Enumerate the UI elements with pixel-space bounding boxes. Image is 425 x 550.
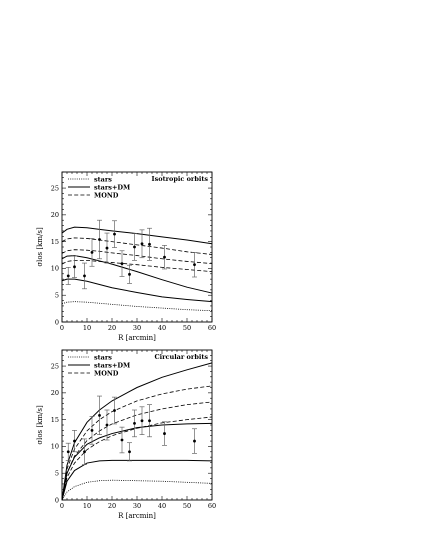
chart-panel-2: 0 10 20 30 40 50 60 0 5 10 15 20 25 R [arcmin] σlos [k… [36, 349, 216, 520]
x-axis-label: R [arcmin] [118, 334, 156, 342]
data-point [66, 274, 70, 278]
x-tick-label: 10 [83, 324, 91, 332]
legend-label: stars [94, 175, 112, 183]
data-point [163, 432, 166, 435]
series-line-mond [61, 249, 213, 265]
data-point [83, 450, 86, 454]
y-tick-label: 0 [55, 496, 59, 504]
data-point [73, 439, 76, 443]
legend-label: MOND [94, 191, 119, 199]
x-tick-label: 50 [183, 502, 191, 510]
series-line-stars [61, 301, 213, 312]
data-point [113, 409, 116, 412]
chart-title: Circular orbits [154, 353, 208, 361]
data-point [133, 421, 136, 425]
legend-label: stars [94, 353, 112, 361]
series-line-mond [61, 401, 213, 501]
data-point [163, 255, 166, 259]
chart-panel-1: 0 10 20 30 40 50 60 0 5 10 15 20 25 R [arcmin] σlos [k… [36, 171, 216, 342]
series-line-stars-dm [61, 255, 213, 294]
y-tick-label: 25 [51, 362, 59, 370]
series-line-mond [61, 259, 213, 273]
x-tick-label: 10 [83, 502, 91, 510]
data-point [120, 438, 124, 442]
x-tick-label: 20 [108, 502, 116, 510]
data-point [128, 450, 131, 454]
data-point [140, 242, 144, 246]
data-point [90, 250, 94, 254]
y-tick-label: 5 [55, 292, 59, 300]
series-line-stars [61, 479, 213, 501]
data-point [133, 245, 136, 249]
x-tick-label: 50 [183, 324, 191, 332]
x-tick-label: 30 [133, 324, 141, 332]
legend-label: stars+DM [94, 183, 130, 191]
series-line-stars-dm [61, 278, 213, 303]
y-axis-label: σlos [km/s] [36, 227, 44, 267]
y-tick-label: 10 [51, 443, 59, 451]
x-tick-label: 40 [158, 502, 166, 510]
y-tick-label: 20 [51, 211, 59, 219]
data-point [66, 450, 70, 454]
data-point [105, 423, 109, 427]
data-point [128, 272, 131, 276]
series-line-stars-dm [61, 226, 213, 245]
series-line-mond [61, 237, 213, 255]
data-point [90, 428, 94, 432]
data-point [113, 232, 116, 236]
series-line-stars-dm [61, 459, 213, 501]
data-point [73, 265, 76, 269]
y-tick-label: 25 [51, 184, 59, 192]
series-line-stars-dm [61, 362, 213, 501]
y-tick-label: 0 [55, 318, 59, 326]
data-point [148, 242, 151, 246]
x-tick-label: 60 [208, 324, 216, 332]
data-point [140, 419, 144, 423]
legend-label: MOND [94, 369, 119, 377]
series-line-stars-dm [61, 422, 213, 501]
x-tick-label: 40 [158, 324, 166, 332]
chart-title: Isotropic orbits [152, 175, 209, 183]
x-tick-label: 0 [60, 502, 64, 510]
data-point [83, 274, 86, 278]
y-tick-label: 10 [51, 265, 59, 273]
x-tick-label: 0 [60, 324, 64, 332]
x-tick-label: 20 [108, 324, 116, 332]
data-point [120, 262, 124, 266]
y-axis-label: σlos [km/s] [36, 405, 44, 445]
data-point [105, 246, 109, 250]
data-point [98, 413, 101, 417]
x-axis-label: R [arcmin] [118, 512, 156, 520]
x-tick-label: 30 [133, 502, 141, 510]
series-line-mond [61, 416, 213, 501]
data-point [193, 439, 196, 443]
x-tick-label: 60 [208, 502, 216, 510]
y-tick-label: 5 [55, 470, 59, 478]
y-tick-label: 20 [51, 389, 59, 397]
data-point [98, 238, 101, 241]
data-point [193, 263, 196, 267]
y-tick-label: 15 [51, 238, 59, 246]
y-tick-label: 15 [51, 416, 59, 424]
data-point [148, 419, 151, 423]
legend-label: stars+DM [94, 361, 130, 369]
